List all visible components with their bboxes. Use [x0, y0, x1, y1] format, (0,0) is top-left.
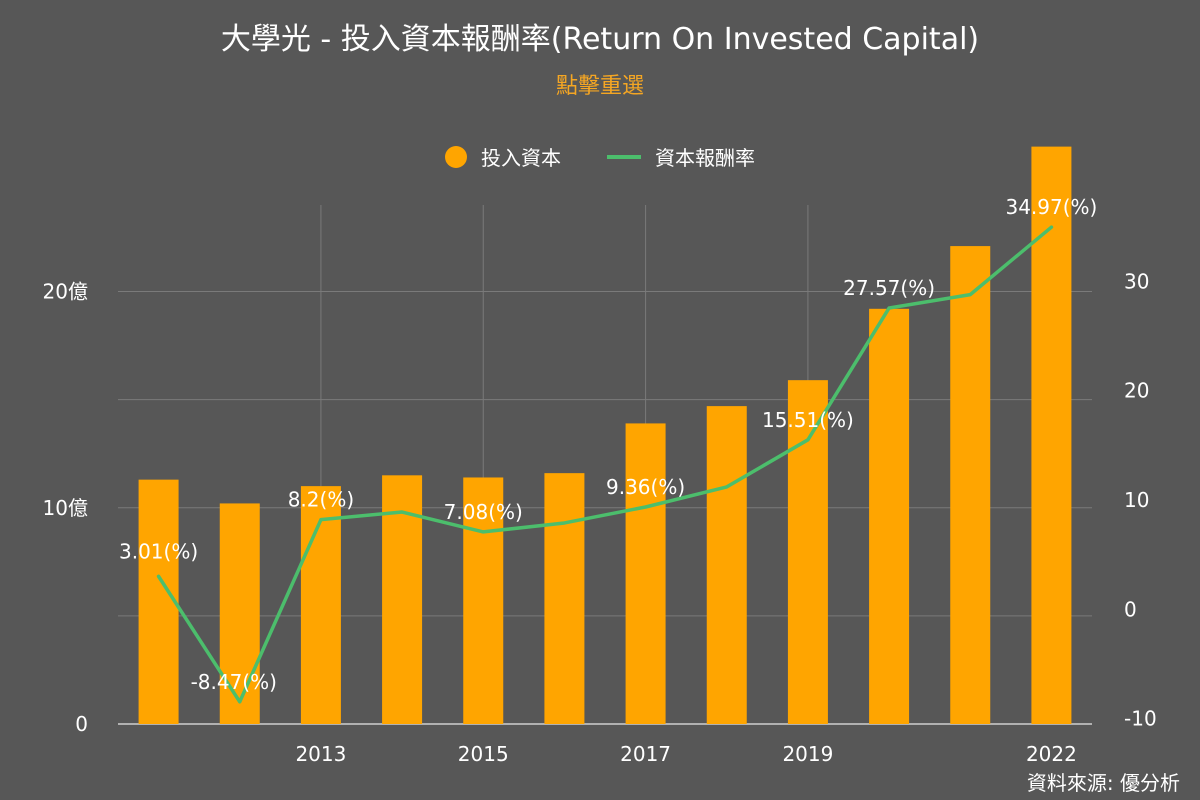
reselect-link[interactable]: 點擊重選: [555, 74, 644, 99]
x-tick-label: 2019: [782, 742, 833, 766]
y-left-tick-label: 10億: [43, 496, 88, 520]
bar-invested-capital: [950, 246, 991, 724]
x-tick-label: 2015: [458, 742, 509, 766]
point-roic: [887, 306, 891, 310]
legend: 投入資本 資本報酬率: [0, 142, 1200, 171]
bar-invested-capital: [706, 406, 747, 724]
line-roic: [156, 225, 1054, 704]
data-label-roic: -8.47(%): [191, 670, 277, 694]
point-roic: [238, 700, 242, 704]
bar-invested-capital: [625, 423, 666, 724]
data-label-roic: 27.57(%): [843, 276, 935, 300]
bar-invested-capital: [1031, 146, 1072, 725]
chart-title: 大學光 - 投入資本報酬率(Return On Invested Capital…: [220, 22, 980, 57]
point-roic: [400, 510, 404, 514]
data-label-roic: 8.2(%): [288, 488, 354, 512]
y-right-tick-label: 10: [1124, 488, 1149, 512]
y-right-tick-label: 30: [1124, 269, 1149, 293]
data-label-roic: 34.97(%): [1005, 195, 1097, 219]
point-roic: [806, 438, 810, 442]
data-label-roic: 9.36(%): [606, 475, 685, 499]
x-tick-label: 2013: [295, 742, 346, 766]
legend-label-roic: 資本報酬率: [655, 146, 755, 170]
y-right-tick-label: 20: [1124, 379, 1149, 403]
source-credit: 資料來源: 優分析: [1026, 771, 1180, 795]
legend-line-icon: [607, 154, 641, 159]
point-roic: [1049, 225, 1053, 229]
bar-invested-capital: [544, 473, 585, 724]
legend-label-invested-capital: 投入資本: [481, 146, 561, 170]
legend-item-roic[interactable]: 資本報酬率: [607, 142, 755, 171]
legend-item-invested-capital[interactable]: 投入資本: [445, 142, 561, 171]
y-left-tick-label: 20億: [43, 280, 88, 304]
point-roic: [481, 530, 485, 534]
point-roic: [157, 574, 161, 578]
bar-invested-capital: [463, 477, 504, 724]
legend-dot-icon: [445, 145, 467, 168]
bar-invested-capital: [300, 486, 341, 724]
x-tick-label: 2022: [1026, 742, 1077, 766]
y-left-tick-label: 0: [75, 712, 88, 736]
point-roic: [562, 521, 566, 525]
data-label-roic: 3.01(%): [119, 539, 198, 563]
point-roic: [319, 518, 323, 522]
point-roic: [725, 485, 729, 489]
point-roic: [968, 293, 972, 297]
point-roic: [644, 505, 648, 509]
y-right-tick-label: 0: [1124, 597, 1137, 621]
bar-invested-capital: [869, 308, 910, 724]
bar-invested-capital: [138, 479, 179, 724]
x-tick-label: 2017: [620, 742, 671, 766]
data-label-roic: 7.08(%): [444, 500, 523, 524]
data-label-roic: 15.51(%): [762, 408, 854, 432]
bar-invested-capital: [219, 503, 260, 724]
y-right-tick-label: -10: [1124, 707, 1157, 731]
